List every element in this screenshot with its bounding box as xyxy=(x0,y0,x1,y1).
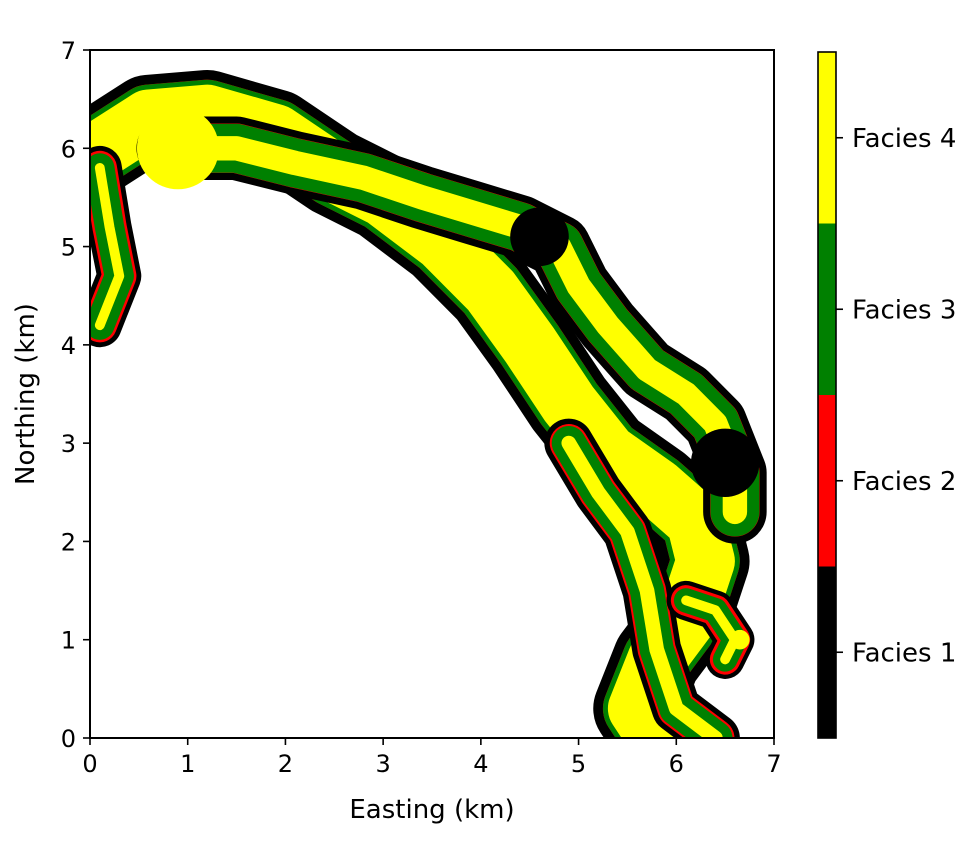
colorbar-label: Facies 1 xyxy=(852,638,956,668)
facies-4-east-bend xyxy=(681,595,740,665)
facies-1-patch xyxy=(690,428,760,497)
y-tick-label: 4 xyxy=(61,332,76,360)
facies-1-patch xyxy=(510,207,569,267)
x-tick-label: 0 xyxy=(82,750,97,778)
facies-map xyxy=(90,69,767,738)
facies-4-patch xyxy=(730,629,750,650)
y-tick-label: 3 xyxy=(61,430,76,458)
x-tick-label: 7 xyxy=(766,750,781,778)
x-tick-label: 2 xyxy=(278,750,293,778)
y-tick-label: 6 xyxy=(61,135,76,163)
y-axis: 0 1 2 3 4 5 6 7 xyxy=(61,37,90,753)
colorbar-label: Facies 4 xyxy=(852,124,956,154)
facies-4-patch xyxy=(136,107,219,190)
colorbar-label: Facies 3 xyxy=(852,295,956,325)
y-tick-label: 2 xyxy=(61,528,76,556)
y-axis-label: Northing (km) xyxy=(11,303,41,485)
colorbar-swatch xyxy=(818,395,836,567)
facies-4-west-lobe xyxy=(94,163,125,331)
colorbar-swatch xyxy=(818,52,836,224)
facies-4-south-inner xyxy=(561,435,723,738)
y-tick-label: 5 xyxy=(61,234,76,262)
y-tick-label: 1 xyxy=(61,627,76,655)
colorbar-frame xyxy=(817,51,837,739)
x-tick-label: 6 xyxy=(669,750,684,778)
colorbar-swatch xyxy=(818,566,836,738)
y-tick-label: 7 xyxy=(61,37,76,65)
x-axis: 0 1 2 3 4 5 6 7 xyxy=(82,738,782,778)
colorbar-swatch xyxy=(818,223,836,395)
x-tick-label: 5 xyxy=(571,750,586,778)
x-tick-label: 1 xyxy=(180,750,195,778)
plot-area xyxy=(89,49,775,739)
x-tick-label: 3 xyxy=(376,750,391,778)
x-tick-label: 4 xyxy=(473,750,488,778)
x-axis-label: Easting (km) xyxy=(349,795,514,825)
plot-frame xyxy=(89,49,775,739)
y-tick-label: 0 xyxy=(61,725,76,753)
colorbar-label: Facies 2 xyxy=(852,467,956,497)
colorbar: Facies 1 Facies 2 Facies 3 Facies 4 xyxy=(817,51,956,739)
